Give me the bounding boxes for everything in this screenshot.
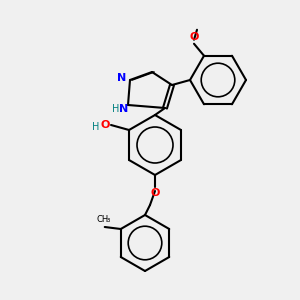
Text: N: N — [119, 104, 129, 114]
Text: H: H — [112, 104, 120, 114]
Text: CH: CH — [97, 214, 109, 224]
Text: O: O — [189, 32, 199, 42]
Text: N: N — [117, 73, 127, 83]
Text: O: O — [100, 120, 110, 130]
Text: H: H — [92, 122, 100, 132]
Text: ₃: ₃ — [107, 214, 110, 224]
Text: O: O — [150, 188, 160, 198]
